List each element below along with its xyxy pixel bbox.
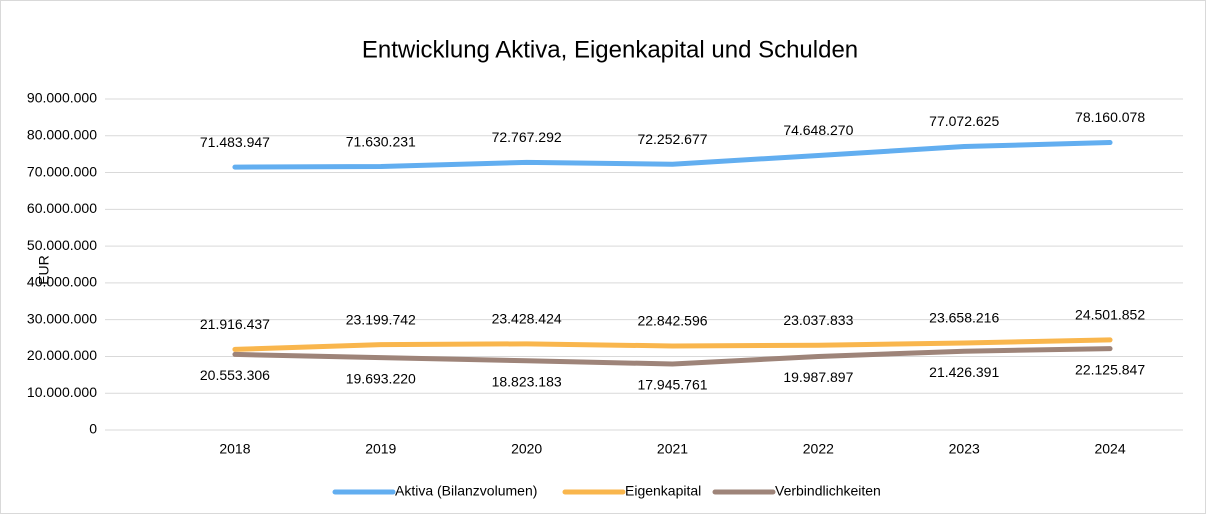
y-tick-label: 90.000.000: [27, 90, 97, 106]
x-tick-label: 2021: [657, 441, 688, 457]
data-label: 22.842.596: [637, 313, 707, 329]
data-label: 23.658.216: [929, 310, 999, 326]
legend-label: Eigenkapital: [625, 483, 701, 499]
y-tick-label: 20.000.000: [27, 347, 97, 363]
x-tick-label: 2024: [1094, 441, 1125, 457]
data-label: 72.767.292: [492, 129, 562, 145]
y-tick-label: 30.000.000: [27, 310, 97, 326]
y-tick-label: 80.000.000: [27, 126, 97, 142]
data-label: 24.501.852: [1075, 307, 1145, 323]
data-label: 77.072.625: [929, 113, 999, 129]
legend-label: Aktiva (Bilanzvolumen): [395, 483, 537, 499]
data-label: 23.428.424: [492, 311, 562, 327]
data-label: 21.426.391: [929, 364, 999, 380]
series-line: [232, 337, 1113, 352]
series-line: [232, 140, 1113, 170]
x-tick-label: 2020: [511, 441, 542, 457]
data-label: 20.553.306: [200, 367, 270, 383]
y-axis-title: EUR: [36, 255, 52, 285]
data-label: 71.483.947: [200, 134, 270, 150]
x-tick-label: 2022: [803, 441, 834, 457]
x-tick-label: 2018: [219, 441, 250, 457]
y-tick-label: 50.000.000: [27, 237, 97, 253]
legend-label: Verbindlichkeiten: [775, 483, 881, 499]
data-label: 72.252.677: [637, 131, 707, 147]
data-label: 74.648.270: [783, 122, 853, 138]
x-tick-label: 2023: [949, 441, 980, 457]
y-tick-label: 0: [89, 421, 97, 437]
y-tick-label: 10.000.000: [27, 384, 97, 400]
data-label: 23.037.833: [783, 312, 853, 328]
y-tick-label: 60.000.000: [27, 200, 97, 216]
y-tick-label: 40.000.000: [27, 274, 97, 290]
data-label: 71.630.231: [346, 133, 416, 149]
data-label: 23.199.742: [346, 311, 416, 327]
data-label: 18.823.183: [492, 373, 562, 389]
data-label: 17.945.761: [637, 377, 707, 393]
data-label: 21.916.437: [200, 316, 270, 332]
x-tick-label: 2019: [365, 441, 396, 457]
data-label: 19.987.897: [783, 369, 853, 385]
data-label: 19.693.220: [346, 370, 416, 386]
series-line: [232, 346, 1113, 367]
y-tick-label: 70.000.000: [27, 163, 97, 179]
data-label: 22.125.847: [1075, 361, 1145, 377]
chart-title: Entwicklung Aktiva, Eigenkapital und Sch…: [362, 36, 858, 63]
data-label: 78.160.078: [1075, 109, 1145, 125]
